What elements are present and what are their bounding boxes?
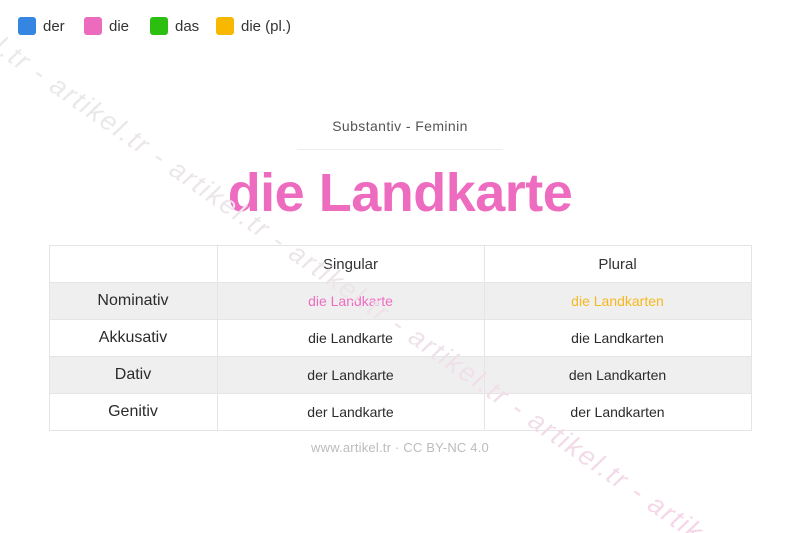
declension-table: Singular Plural Nominativ die Landkarte … bbox=[48, 245, 752, 432]
cell-singular: die Landkarte bbox=[216, 319, 485, 358]
legend-item-die-plural: die (pl.) bbox=[216, 17, 302, 35]
word-category-label: Substantiv - Feminin bbox=[332, 118, 468, 134]
cell-plural: die Landkarten bbox=[483, 282, 752, 321]
column-header-plural: Plural bbox=[483, 245, 752, 284]
legend-label-die-plural: die (pl.) bbox=[241, 17, 292, 35]
article-color-legend: der die das die (pl.) bbox=[18, 17, 302, 35]
legend-item-das: das bbox=[150, 17, 216, 35]
cell-singular: der Landkarte bbox=[216, 393, 485, 432]
corner-cell bbox=[48, 245, 218, 284]
attribution-text: www.artikel.tr · CC BY-NC 4.0 bbox=[311, 440, 489, 456]
table-header-row: Singular Plural bbox=[48, 245, 752, 284]
case-label: Nominativ bbox=[48, 282, 218, 321]
cell-singular: der Landkarte bbox=[216, 356, 485, 395]
die-plural-color-swatch bbox=[216, 17, 234, 35]
main-content: Substantiv - Feminin die Landkarte Singu… bbox=[48, 118, 752, 456]
table-row-akkusativ: Akkusativ die Landkarte die Landkarten bbox=[48, 319, 752, 358]
cell-plural: der Landkarten bbox=[483, 393, 752, 432]
legend-item-die: die bbox=[84, 17, 150, 35]
case-label: Genitiv bbox=[48, 393, 218, 432]
legend-label-der: der bbox=[43, 17, 65, 35]
column-header-singular: Singular bbox=[216, 245, 485, 284]
word-category-divider: Substantiv - Feminin bbox=[297, 118, 503, 150]
der-color-swatch bbox=[18, 17, 36, 35]
cell-singular: die Landkarte bbox=[216, 282, 485, 321]
table-row-nominativ: Nominativ die Landkarte die Landkarten bbox=[48, 282, 752, 321]
legend-label-das: das bbox=[175, 17, 200, 35]
table-row-genitiv: Genitiv der Landkarte der Landkarten bbox=[48, 393, 752, 432]
die-color-swatch bbox=[84, 17, 102, 35]
page-title: die Landkarte bbox=[227, 163, 573, 223]
legend-item-der: der bbox=[18, 17, 84, 35]
legend-label-die: die bbox=[109, 17, 130, 35]
case-label: Dativ bbox=[48, 356, 218, 395]
cell-plural: den Landkarten bbox=[483, 356, 752, 395]
case-label: Akkusativ bbox=[48, 319, 218, 358]
table-row-dativ: Dativ der Landkarte den Landkarten bbox=[48, 356, 752, 395]
das-color-swatch bbox=[150, 17, 168, 35]
cell-plural: die Landkarten bbox=[483, 319, 752, 358]
